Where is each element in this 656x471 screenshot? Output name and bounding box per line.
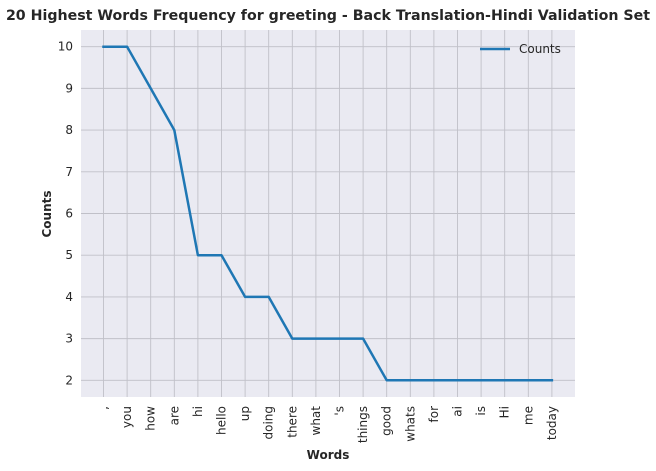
x-tick-label: whats	[403, 406, 417, 442]
x-tick-label: ai	[451, 406, 465, 417]
x-tick-label: hello	[215, 406, 229, 435]
grid	[81, 30, 575, 397]
y-tick-label: 2	[65, 373, 73, 387]
legend-label: Counts	[519, 42, 561, 56]
chart-title: 20 Highest Words Frequency for greeting …	[6, 8, 650, 24]
series-line-counts	[102, 45, 554, 382]
x-tick-label: doing	[262, 406, 276, 440]
y-axis-label: Counts	[40, 190, 54, 237]
x-tick-label: Hi	[498, 406, 512, 418]
x-tick-label: me	[521, 406, 535, 425]
x-tick-label: is	[474, 406, 488, 416]
x-tick-label: good	[380, 406, 394, 436]
x-tick-label: what	[309, 406, 323, 436]
x-tick-label: hi	[191, 406, 205, 417]
x-axis-ticks: , you how are hi hello up doing there what 's thing…	[97, 406, 559, 443]
y-tick-label: 6	[65, 207, 73, 221]
x-tick-label: ,	[97, 406, 111, 410]
x-tick-label: up	[238, 406, 252, 421]
x-tick-label: 's	[333, 406, 347, 416]
legend: Counts	[480, 42, 561, 56]
x-tick-label: you	[120, 406, 134, 428]
y-tick-label: 7	[65, 165, 73, 179]
x-tick-label: how	[144, 406, 158, 431]
x-tick-label: there	[285, 406, 299, 438]
y-tick-label: 9	[65, 81, 73, 95]
y-tick-label: 4	[65, 290, 73, 304]
x-tick-label: for	[427, 406, 441, 423]
x-axis-label: Words	[307, 448, 350, 462]
x-tick-label: things	[356, 406, 370, 443]
y-tick-label: 10	[58, 40, 73, 54]
y-tick-label: 3	[65, 332, 73, 346]
y-tick-label: 5	[65, 248, 73, 262]
y-axis-ticks: 2 3 4 5 6 7 8 9 10	[58, 40, 73, 388]
x-tick-label: today	[545, 406, 559, 440]
series-group	[102, 45, 554, 382]
x-tick-label: are	[167, 406, 181, 425]
y-tick-label: 8	[65, 123, 73, 137]
